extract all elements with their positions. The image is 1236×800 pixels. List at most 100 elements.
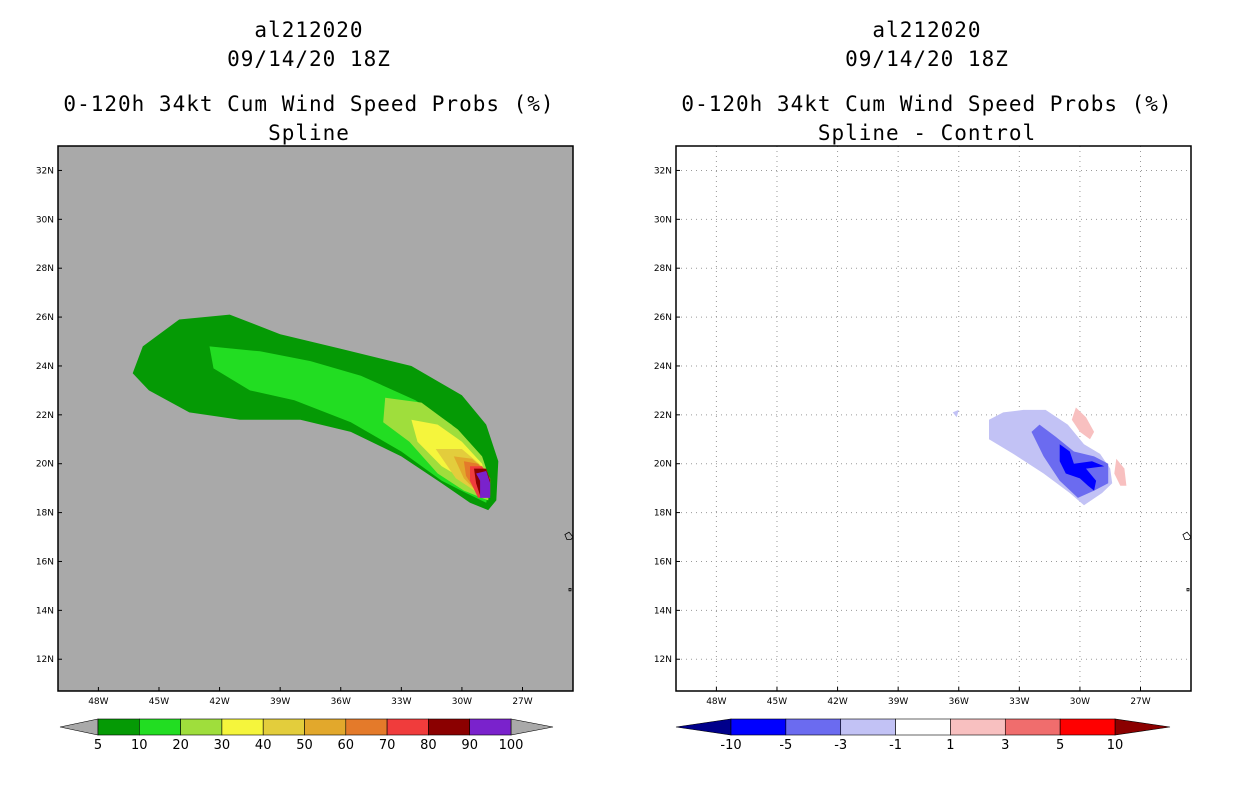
colorbar-swatch [1004,718,1061,736]
colorbar-swatch [345,718,388,736]
colorbar-over-arrow [1114,718,1171,736]
product-title: 0-120h 34kt Cum Wind Speed Probs (%) [63,92,555,116]
x-tick-label: 27W [512,697,532,707]
y-tick-label: 26N [654,313,672,323]
y-tick-label: 14N [654,606,672,616]
colorbar-swatch [469,718,512,736]
storm-id-title: al212020 [254,18,364,42]
x-tick-label: 48W [88,697,108,707]
colorbar-tick-label: 100 [499,738,524,753]
colorbar-tick-label: 50 [296,738,313,753]
colorbar-swatch [97,718,140,736]
x-tick-label: 39W [888,697,908,707]
colorbar-tick-label: 40 [255,738,272,753]
x-tick-label: 45W [149,697,169,707]
y-tick-label: 12N [36,655,54,665]
y-tick-label: 18N [36,509,54,519]
datetime-title: 09/14/20 18Z [227,47,391,71]
y-tick-label: 14N [36,606,54,616]
colorbar-swatch [304,718,347,736]
colorbar-under-arrow [59,718,99,736]
colorbar-tick-label: 3 [1001,738,1009,753]
contour-level-minus-1 [952,409,959,418]
colorbar-swatch [428,718,470,736]
colorbar-tick-label: 70 [379,738,396,753]
left-panel: al212020 09/14/20 18Z 0-120h 34kt Cum Wi… [36,18,574,753]
probability-map: 48W 45W 42W 39W 36W 33W 30W 27W 12N 14N 16N 18N 20N 2… [36,145,574,707]
datetime-title: 09/14/20 18Z [845,47,1009,71]
colorbar-tick-label: -1 [889,738,902,753]
x-tick-label: 48W [706,697,726,707]
y-tick-label: 16N [654,557,672,567]
y-tick-label: 20N [654,460,672,470]
colorbar-tick-label: -5 [779,738,792,753]
colorbar-tick-label: -10 [720,738,741,753]
x-tick-label: 30W [452,697,472,707]
difference-map: 48W 45W 42W 39W 36W 33W 30W 27W 12N 14N 16N 18N 20N 2… [654,145,1192,707]
colorbar-tick-label: 80 [420,738,437,753]
colorbar-swatch [139,718,181,736]
island-outline [1186,588,1190,592]
y-tick-label: 28N [654,264,672,274]
y-tick-label: 20N [36,460,54,470]
map-background [676,146,1191,691]
colorbar-swatch [180,718,223,736]
probability-colorbar: 5 10 20 30 40 50 60 70 80 90 100 [59,718,554,753]
colorbar-swatch [1059,718,1116,736]
colorbar-over-arrow [510,718,554,736]
colorbar-tick-label: 90 [461,738,478,753]
colorbar-swatch [840,718,896,736]
colorbar-swatch [730,718,787,736]
y-tick-label: 30N [36,215,54,225]
subtitle: Spline [268,121,350,145]
colorbar-tick-label: 60 [338,738,355,753]
subtitle: Spline - Control [817,121,1037,145]
y-tick-label: 24N [36,362,54,372]
contour-level-minus-5 [1059,444,1105,491]
y-tick-label: 26N [36,313,54,323]
storm-id-title: al212020 [872,18,982,42]
colorbar-tick-label: 30 [214,738,231,753]
y-tick-label: 12N [654,655,672,665]
x-tick-label: 42W [827,697,847,707]
contour-level-1 [1114,458,1127,486]
difference-colorbar: -10 -5 -3 -1 1 3 5 10 [675,718,1171,753]
colorbar-tick-label: 1 [946,738,954,753]
colorbar-swatch [785,718,842,736]
colorbar-tick-label: 20 [172,738,189,753]
colorbar-under-arrow [675,718,732,736]
x-tick-label: 39W [270,697,290,707]
island-outline [1182,531,1192,540]
y-tick-label: 16N [36,557,54,567]
map-frame [675,145,1192,692]
contour-level-10 [209,346,491,503]
colorbar-swatch [950,718,1006,736]
colorbar-tick-label: 10 [131,738,148,753]
x-tick-label: 42W [209,697,229,707]
x-tick-label: 36W [949,697,969,707]
y-tick-label: 18N [654,509,672,519]
y-tick-label: 22N [36,411,54,421]
y-tick-label: 24N [654,362,672,372]
colorbar-tick-label: 5 [1056,738,1064,753]
x-tick-label: 36W [331,697,351,707]
x-tick-label: 27W [1130,697,1150,707]
y-tick-label: 32N [654,166,672,176]
y-tick-label: 30N [654,215,672,225]
colorbar-tick-label: 10 [1107,738,1124,753]
x-tick-label: 33W [1009,697,1029,707]
island-outline [568,588,572,592]
colorbar-swatch [262,718,305,736]
contour-level-1 [1071,407,1095,440]
colorbar-swatch [386,718,429,736]
x-tick-label: 45W [767,697,787,707]
right-panel: al212020 09/14/20 18Z 0-120h 34kt Cum Wi… [618,0,1236,800]
map-frame [57,145,574,692]
x-tick-label: 33W [391,697,411,707]
island-outline [564,531,574,540]
colorbar-swatch [221,718,264,736]
x-tick-label: 30W [1070,697,1090,707]
colorbar-tick-label: -3 [834,738,847,753]
contour-level-90 [476,471,491,498]
y-tick-label: 28N [36,264,54,274]
